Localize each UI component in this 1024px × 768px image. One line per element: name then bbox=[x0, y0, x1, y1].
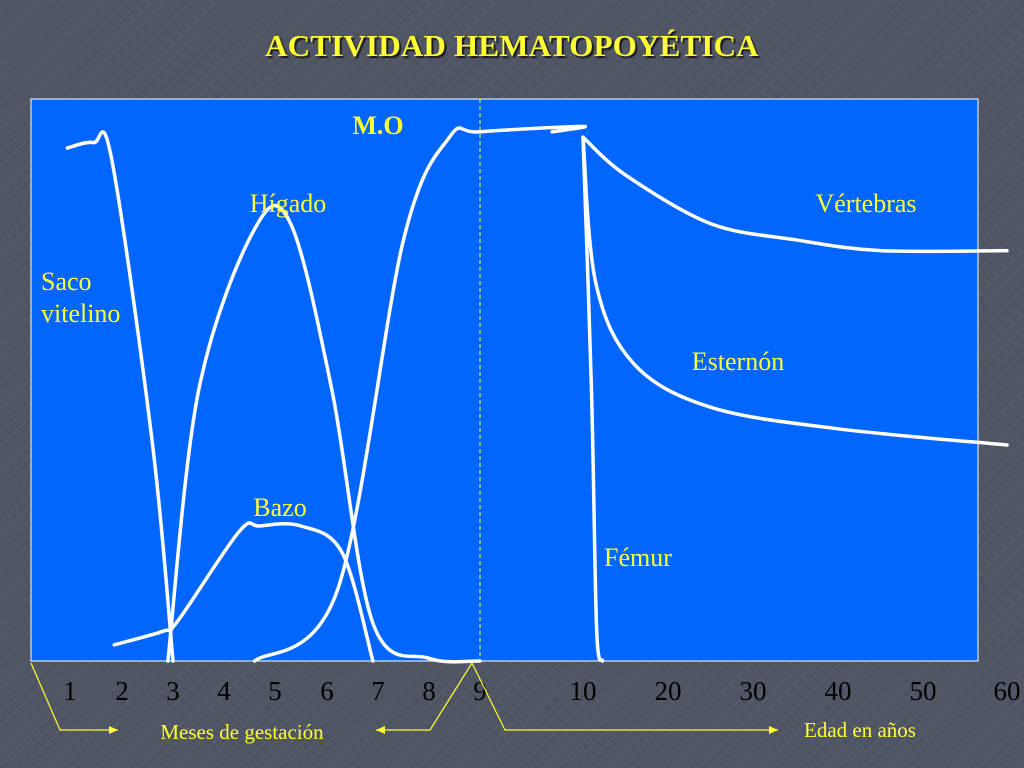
x-tick-label-10: 10 bbox=[570, 676, 597, 706]
series-line-esternon bbox=[581, 135, 1009, 447]
series-line-vertebras bbox=[581, 135, 1009, 254]
series-line-femur bbox=[581, 135, 605, 663]
gestation-bracket-left-arrow bbox=[109, 726, 118, 734]
label-femur: Fémur bbox=[604, 543, 672, 572]
x-tick-label-2: 2 bbox=[115, 676, 129, 706]
series-line-saco-vitelino bbox=[65, 130, 175, 663]
x-tick-label-30: 30 bbox=[740, 676, 767, 706]
x-tick-label-6: 6 bbox=[320, 676, 334, 706]
x-tick-label-4: 4 bbox=[217, 676, 231, 706]
x-tick-label-40: 40 bbox=[825, 676, 852, 706]
x-tick-label-20: 20 bbox=[655, 676, 682, 706]
age-bracket-arrow bbox=[769, 726, 778, 734]
series-line-bazo bbox=[112, 521, 375, 663]
age-bracket bbox=[471, 662, 778, 731]
x-tick-label-8: 8 bbox=[422, 676, 436, 706]
label-bazo: Bazo bbox=[253, 493, 306, 522]
label-higado: Hígado bbox=[250, 189, 327, 218]
x-tick-label-1: 1 bbox=[63, 676, 77, 706]
x-tick-label-3: 3 bbox=[166, 676, 180, 706]
series-line-m-o bbox=[252, 124, 588, 663]
x-tick-label-5: 5 bbox=[268, 676, 282, 706]
gestation-bracket-left bbox=[30, 662, 118, 731]
x-group-label-age: Edad en años bbox=[804, 718, 916, 742]
x-group-label-gestation: Meses de gestación bbox=[160, 720, 324, 744]
x-tick-label-9: 9 bbox=[473, 676, 487, 706]
label-esternon: Esternón bbox=[692, 347, 784, 376]
label-vertebras: Vértebras bbox=[815, 189, 916, 218]
gestation-bracket-right-arrow bbox=[376, 726, 385, 734]
x-tick-label-7: 7 bbox=[371, 676, 385, 706]
slide-title: ACTIVIDAD HEMATOPOYÉTICA bbox=[265, 28, 759, 63]
label-saco-vitelino: Saco vitelino bbox=[41, 267, 120, 328]
x-tick-label-50: 50 bbox=[910, 676, 937, 706]
label-m-o: M.O bbox=[352, 111, 403, 140]
x-tick-label-60: 60 bbox=[994, 676, 1021, 706]
gestation-bracket-right bbox=[376, 662, 473, 731]
plot-area bbox=[30, 98, 979, 662]
series-line-higado bbox=[166, 203, 482, 664]
